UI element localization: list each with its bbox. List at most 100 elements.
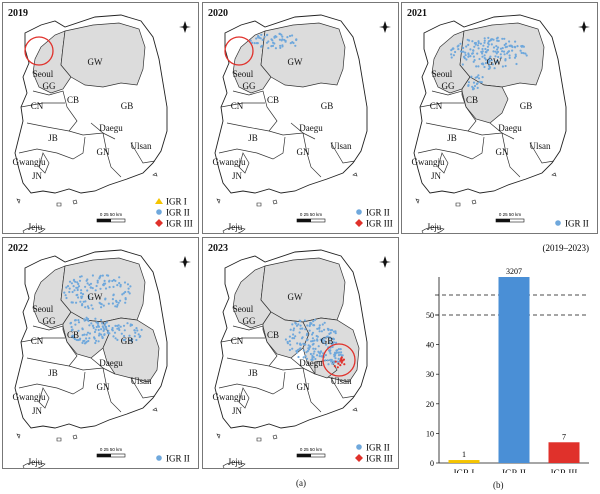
- occurrence-dot: [274, 47, 277, 50]
- occurrence-dot: [295, 38, 298, 42]
- occurrence-dot: [324, 354, 327, 357]
- occurrence-dot: [298, 331, 301, 334]
- province-label: Ulsan: [131, 376, 152, 386]
- occurrence-dot: [514, 55, 517, 58]
- province-border: [90, 122, 122, 178]
- occurrence-dot: [249, 39, 252, 42]
- occurrence-dot: [80, 295, 83, 298]
- occurrence-dot: [90, 322, 93, 325]
- occurrence-dot: [339, 364, 342, 367]
- province-label: Ulsan: [331, 376, 352, 386]
- province-label: Jeju: [228, 457, 243, 467]
- island: [222, 227, 246, 233]
- occurrence-dot: [514, 53, 517, 56]
- occurrence-dot: [311, 337, 314, 340]
- occurrence-dot: [88, 283, 91, 286]
- occurrence-dot: [118, 328, 121, 332]
- chart-title: (2019–2023): [543, 243, 590, 253]
- occurrence-dot: [524, 52, 527, 55]
- occurrence-dot: [253, 42, 256, 45]
- occurrence-dot: [83, 342, 87, 345]
- occurrence-dot: [280, 39, 283, 42]
- map-year: 2021: [407, 8, 427, 19]
- occurrence-dot: [96, 281, 99, 284]
- occurrence-dot: [471, 85, 474, 88]
- scale-bar: 0 25 50 km: [96, 212, 126, 223]
- y-tick-label: 10: [426, 429, 434, 438]
- occurrence-dot: [270, 45, 273, 48]
- chart-panel: (2019–2023) 0 10 20 30 40 50 1 IGR I 3207 IGR II 7 I…: [401, 237, 597, 473]
- occurrence-dot: [124, 297, 127, 300]
- occurrence-dot: [316, 327, 319, 330]
- occurrence-dot: [116, 303, 119, 306]
- occurrence-dot: [88, 337, 91, 340]
- occurrence-dot: [112, 285, 115, 288]
- korea-map: Seoul GG GW CN CB GB JB Daegu Ulsan GN Gwangju JN Je…: [412, 14, 590, 233]
- occurrence-dot: [496, 59, 499, 63]
- occurrence-dot: [114, 324, 117, 327]
- province-label: GN: [297, 147, 310, 157]
- province-label: JN: [431, 171, 442, 181]
- occurrence-dot: [514, 46, 517, 49]
- province-border: [32, 325, 78, 367]
- occurrence-dot: [316, 339, 319, 342]
- occurrence-dot: [491, 63, 494, 66]
- occurrence-dot: [486, 45, 489, 48]
- occurrence-dot: [288, 348, 291, 352]
- occurrence-dot: [470, 75, 473, 78]
- occurrence-dot: [292, 329, 295, 332]
- map-panel-2022: 2022 Seoul GG GW CN CB GB JB Daegu Ulsan GN Gwangju…: [2, 237, 199, 469]
- occurrence-dot: [95, 325, 98, 329]
- province-label: Gwangju: [213, 392, 246, 402]
- province-label: CN: [231, 101, 244, 111]
- occurrence-dot: [495, 45, 498, 48]
- occurrence-dot: [501, 47, 504, 50]
- province-border: [90, 357, 122, 413]
- occurrence-dot: [320, 330, 323, 333]
- occurrence-dot: [77, 319, 80, 322]
- occurrence-dot: [302, 356, 305, 359]
- province-gg: [32, 30, 72, 94]
- map-legend: IGR II: [555, 219, 589, 229]
- occurrence-dot: [465, 58, 468, 61]
- occurrence-dot: [89, 286, 92, 289]
- legend-label: IGR III: [366, 219, 393, 229]
- occurrence-dot: [272, 41, 275, 44]
- occurrence-dot: [327, 363, 330, 366]
- occurrence-dot: [129, 338, 132, 342]
- occurrence-dot: [484, 47, 487, 51]
- occurrence-dot: [450, 56, 453, 59]
- occurrence-dot: [309, 352, 312, 356]
- occurrence-dot: [323, 328, 326, 331]
- occurrence-dot: [76, 286, 79, 289]
- occurrence-dot: [326, 359, 329, 362]
- occurrence-dot: [504, 59, 507, 62]
- y-tick-label: 40: [426, 341, 434, 350]
- occurrence-dot: [101, 335, 104, 338]
- occurrence-dot: [334, 332, 337, 335]
- occurrence-dot: [78, 279, 82, 282]
- occurrence-dot: [73, 289, 76, 292]
- occurrence-dot: [483, 65, 486, 69]
- province-border: [26, 122, 116, 140]
- province-label: Gwangju: [213, 157, 246, 167]
- occurrence-dot: [330, 329, 334, 332]
- occurrence-dot: [483, 39, 486, 42]
- map-panel-2023: 2023 Seoul GG GW CN CB GB JB Daegu Ulsan GN Gwangju…: [202, 237, 399, 469]
- occurrence-dot: [94, 317, 97, 320]
- occurrence-dot: [299, 342, 302, 345]
- x-tick-label: IGR III: [551, 468, 578, 473]
- occurrence-dot: [86, 305, 89, 308]
- occurrence-dot: [340, 361, 343, 364]
- occurrence-dot: [99, 302, 102, 305]
- occurrence-dot: [515, 62, 518, 66]
- occurrence-dot: [74, 323, 77, 326]
- occurrence-dot: [514, 40, 517, 43]
- occurrence-dot: [304, 328, 307, 331]
- occurrence-dot: [304, 355, 307, 358]
- occurrence-dot: [103, 328, 106, 331]
- occurrence-dot: [340, 357, 343, 360]
- occurrence-dots: [284, 318, 346, 369]
- legend-label: IGR II: [166, 454, 190, 464]
- occurrence-dot: [481, 47, 484, 51]
